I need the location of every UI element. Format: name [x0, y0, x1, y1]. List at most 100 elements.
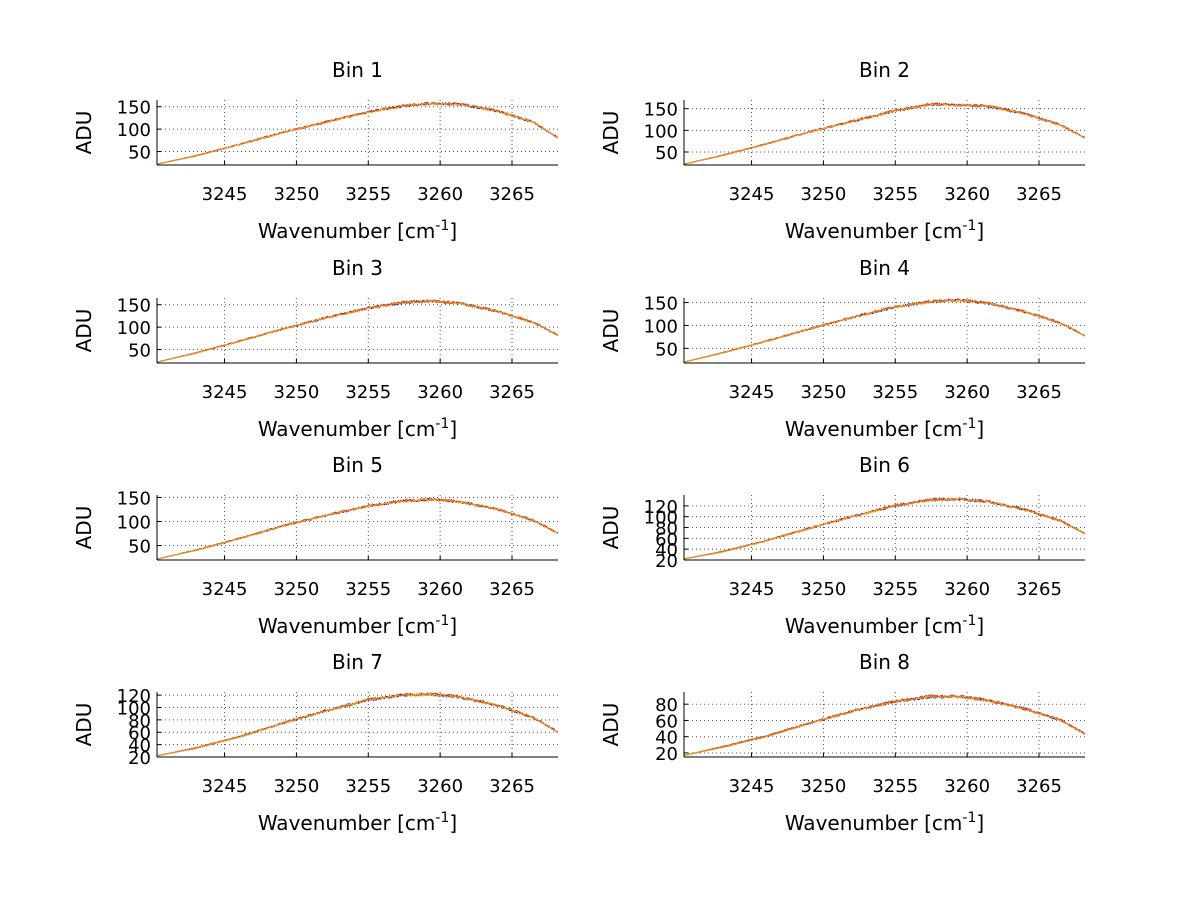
x-axis-label: Wavenumber [cm-1] — [785, 416, 984, 441]
x-axis-label-end: ] — [976, 614, 984, 638]
x-tick-label: 3245 — [729, 776, 775, 797]
y-axis-label: ADU — [599, 703, 623, 747]
series-line-2 — [157, 299, 558, 363]
x-tick-label: 3260 — [417, 184, 463, 205]
x-axis-label-superscript: -1 — [962, 613, 976, 629]
x-axis-label-end: ] — [449, 614, 457, 638]
chart-title: Bin 3 — [332, 256, 383, 280]
series-line-3 — [684, 102, 1085, 165]
y-axis-label: ADU — [72, 703, 96, 747]
x-tick-label: 3250 — [274, 776, 320, 797]
x-axis-label: Wavenumber [cm-1] — [785, 613, 984, 638]
series-line-3 — [684, 497, 1085, 560]
y-tick-label: 100 — [117, 120, 151, 141]
series-line-2 — [684, 102, 1085, 165]
x-tick-label: 3250 — [801, 382, 847, 403]
x-tick-label: 3255 — [345, 579, 391, 600]
x-axis-label-end: ] — [449, 811, 457, 835]
y-tick-label: 50 — [128, 341, 151, 362]
x-axis-label-text: Wavenumber [cm — [258, 614, 436, 638]
x-tick-label: 3265 — [1016, 184, 1062, 205]
x-axis-label: Wavenumber [cm-1] — [258, 613, 457, 638]
x-axis-label-superscript: -1 — [435, 218, 449, 234]
y-tick-label: 80 — [128, 711, 151, 732]
x-tick-label: 3250 — [274, 184, 320, 205]
x-tick-label: 3245 — [202, 184, 248, 205]
x-tick-label: 3260 — [944, 184, 990, 205]
x-tick-label: 3245 — [729, 579, 775, 600]
x-tick-label: 3255 — [872, 382, 918, 403]
x-axis-label: Wavenumber [cm-1] — [258, 218, 457, 243]
series-line-1 — [157, 299, 558, 363]
series-line-2 — [684, 298, 1085, 363]
x-tick-label: 3265 — [1016, 579, 1062, 600]
y-tick-label: 80 — [655, 519, 678, 540]
x-axis-label-text: Wavenumber [cm — [258, 811, 436, 835]
x-axis-label-text: Wavenumber [cm — [785, 811, 963, 835]
series-line-3 — [157, 692, 558, 757]
y-axis-label: ADU — [599, 111, 623, 155]
y-tick-label: 40 — [655, 728, 678, 749]
x-tick-label: 3255 — [872, 776, 918, 797]
y-tick-label: 150 — [117, 488, 151, 509]
x-tick-label: 3255 — [345, 382, 391, 403]
y-tick-label: 150 — [117, 98, 151, 119]
x-axis-label-text: Wavenumber [cm — [785, 219, 963, 243]
series-line-3 — [157, 299, 558, 363]
chart-title: Bin 5 — [332, 453, 383, 477]
y-tick-label: 100 — [117, 512, 151, 533]
y-tick-label: 150 — [117, 296, 151, 317]
x-axis-label-superscript: -1 — [962, 810, 976, 826]
series-line-3 — [157, 497, 558, 560]
x-tick-label: 3245 — [729, 184, 775, 205]
chart-title: Bin 2 — [859, 58, 910, 82]
y-axis-label: ADU — [72, 309, 96, 353]
chart-title: Bin 7 — [332, 650, 383, 674]
x-tick-label: 3265 — [1016, 776, 1062, 797]
x-tick-label: 3245 — [729, 382, 775, 403]
x-tick-label: 3255 — [872, 184, 918, 205]
y-axis-label: ADU — [599, 309, 623, 353]
y-axis-label: ADU — [72, 506, 96, 550]
x-tick-label: 3245 — [202, 579, 248, 600]
x-tick-label: 3250 — [801, 579, 847, 600]
y-axis-label: ADU — [72, 111, 96, 155]
x-tick-label: 3250 — [274, 579, 320, 600]
x-tick-label: 3260 — [944, 579, 990, 600]
x-axis-label-end: ] — [976, 811, 984, 835]
x-axis-label-end: ] — [449, 219, 457, 243]
series-line-3 — [157, 101, 558, 165]
y-tick-label: 40 — [655, 540, 678, 561]
y-axis-label: ADU — [599, 506, 623, 550]
y-tick-label: 150 — [644, 100, 678, 121]
y-tick-label: 100 — [117, 318, 151, 339]
x-axis-label-text: Wavenumber [cm — [785, 417, 963, 441]
x-axis-label-superscript: -1 — [962, 218, 976, 234]
series-line-3 — [684, 695, 1085, 756]
y-tick-label: 60 — [128, 723, 151, 744]
x-tick-label: 3265 — [489, 184, 535, 205]
y-tick-label: 20 — [655, 744, 678, 765]
y-tick-label: 60 — [655, 529, 678, 550]
x-axis-label: Wavenumber [cm-1] — [258, 416, 457, 441]
y-tick-label: 40 — [128, 736, 151, 757]
x-axis-label-superscript: -1 — [435, 613, 449, 629]
x-tick-label: 3245 — [202, 776, 248, 797]
x-axis-label-end: ] — [976, 417, 984, 441]
chart-title: Bin 6 — [859, 453, 910, 477]
y-tick-label: 20 — [128, 748, 151, 769]
y-tick-label: 50 — [655, 339, 678, 360]
chart-panel-5: 3245 3250 3255 3260 3265 50 100 150 Bin 5 Wavenum… — [72, 453, 558, 638]
x-tick-label: 3250 — [801, 776, 847, 797]
chart-title: Bin 1 — [332, 58, 383, 82]
x-axis-label: Wavenumber [cm-1] — [785, 218, 984, 243]
y-tick-label: 100 — [644, 316, 678, 337]
chart-title: Bin 4 — [859, 256, 910, 280]
y-tick-label: 120 — [117, 686, 151, 707]
y-tick-label: 50 — [655, 143, 678, 164]
x-axis-label: Wavenumber [cm-1] — [258, 810, 457, 835]
